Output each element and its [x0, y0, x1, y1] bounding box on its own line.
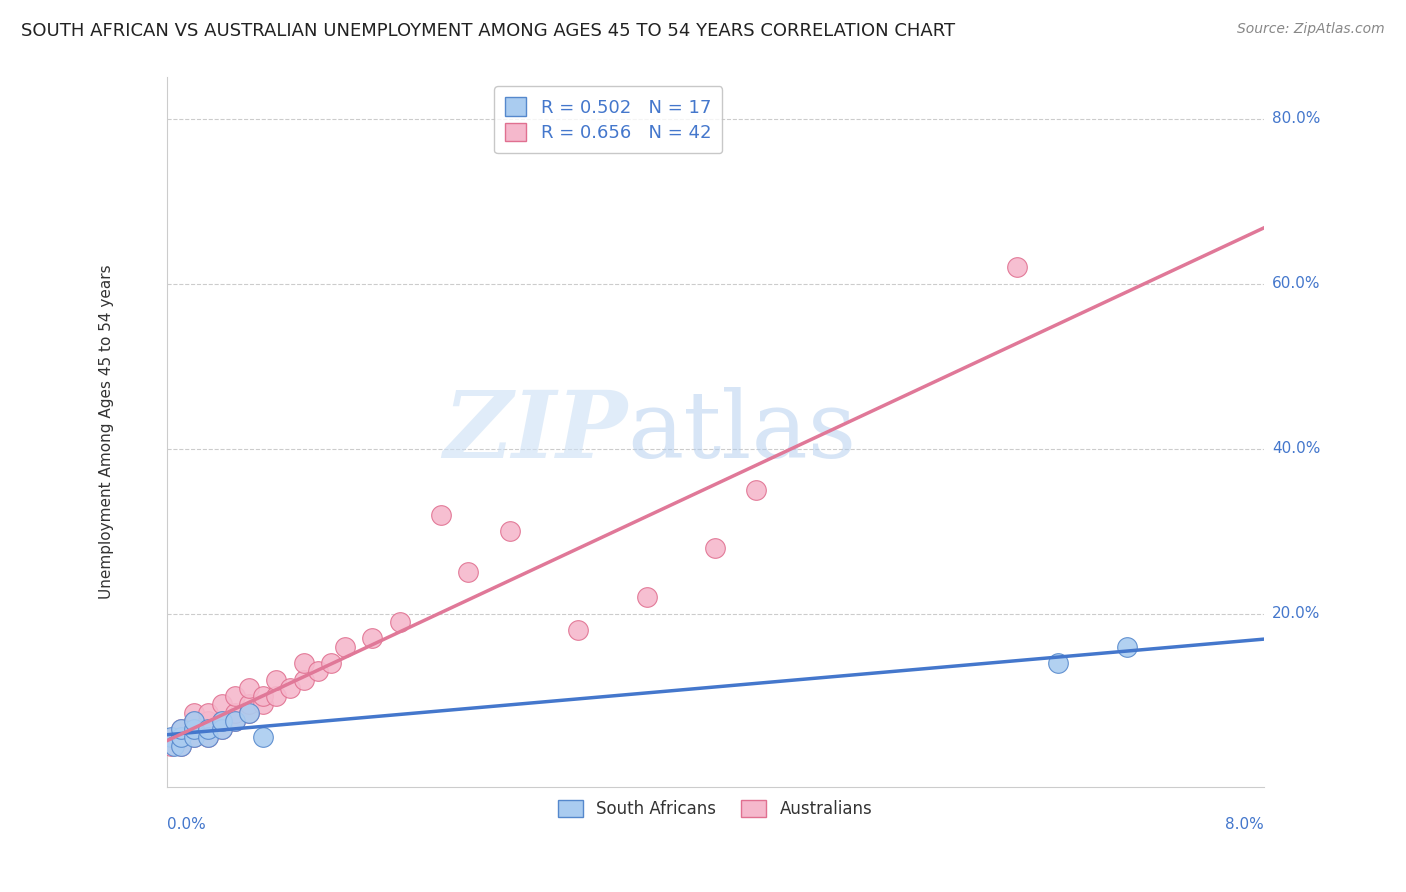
Point [457, 566, 479, 580]
Point [321, 656, 343, 670]
Point [361, 632, 384, 646]
Point [307, 665, 329, 679]
Point [498, 524, 520, 538]
Point [169, 722, 191, 736]
Point [197, 706, 219, 720]
Text: Unemployment Among Ages 45 to 54 years: Unemployment Among Ages 45 to 54 years [98, 265, 114, 599]
Point [224, 714, 246, 728]
Point [224, 689, 246, 703]
Point [183, 722, 205, 736]
Point [169, 731, 191, 745]
Point [266, 673, 288, 687]
Point [183, 714, 205, 728]
Point [252, 698, 274, 712]
Point [197, 731, 219, 745]
Point [211, 714, 233, 728]
Point [183, 706, 205, 720]
Point [197, 722, 219, 736]
Point [169, 739, 191, 753]
Point [169, 731, 191, 745]
Text: 40.0%: 40.0% [1272, 442, 1320, 456]
Point [704, 541, 727, 555]
Point [238, 681, 260, 695]
Point [169, 722, 191, 736]
Point [197, 731, 219, 745]
Point [169, 739, 191, 753]
Point [163, 739, 186, 753]
Point [430, 508, 453, 522]
Point [1005, 260, 1028, 275]
Point [333, 640, 356, 654]
Point [197, 722, 219, 736]
Text: atlas: atlas [627, 387, 856, 477]
Point [252, 689, 274, 703]
Point [224, 714, 246, 728]
Text: 80.0%: 80.0% [1272, 112, 1320, 126]
Point [211, 722, 233, 736]
Point [292, 656, 315, 670]
Point [1047, 656, 1070, 670]
Text: 8.0%: 8.0% [1225, 817, 1264, 832]
Legend: South Africans, Australians: South Africans, Australians [551, 793, 879, 824]
Text: 60.0%: 60.0% [1272, 277, 1320, 291]
Point [160, 739, 183, 753]
Point [238, 706, 260, 720]
Point [224, 706, 246, 720]
Point [745, 483, 768, 497]
Point [252, 731, 274, 745]
Text: 20.0%: 20.0% [1272, 607, 1320, 621]
Point [388, 615, 411, 629]
Point [266, 689, 288, 703]
Text: ZIP: ZIP [443, 387, 627, 477]
Text: Source: ZipAtlas.com: Source: ZipAtlas.com [1237, 22, 1385, 37]
Point [183, 722, 205, 736]
Point [183, 714, 205, 728]
Point [211, 698, 233, 712]
Text: SOUTH AFRICAN VS AUSTRALIAN UNEMPLOYMENT AMONG AGES 45 TO 54 YEARS CORRELATION C: SOUTH AFRICAN VS AUSTRALIAN UNEMPLOYMENT… [21, 22, 955, 40]
Point [183, 731, 205, 745]
Text: 0.0%: 0.0% [167, 817, 205, 832]
Point [183, 731, 205, 745]
Point [160, 731, 183, 745]
Point [1115, 640, 1137, 654]
Point [163, 731, 186, 745]
Point [238, 706, 260, 720]
Point [211, 714, 233, 728]
Point [636, 590, 658, 604]
Point [238, 698, 260, 712]
Point [292, 673, 315, 687]
Point [197, 714, 219, 728]
Point [567, 623, 589, 637]
Point [278, 681, 301, 695]
Point [211, 722, 233, 736]
